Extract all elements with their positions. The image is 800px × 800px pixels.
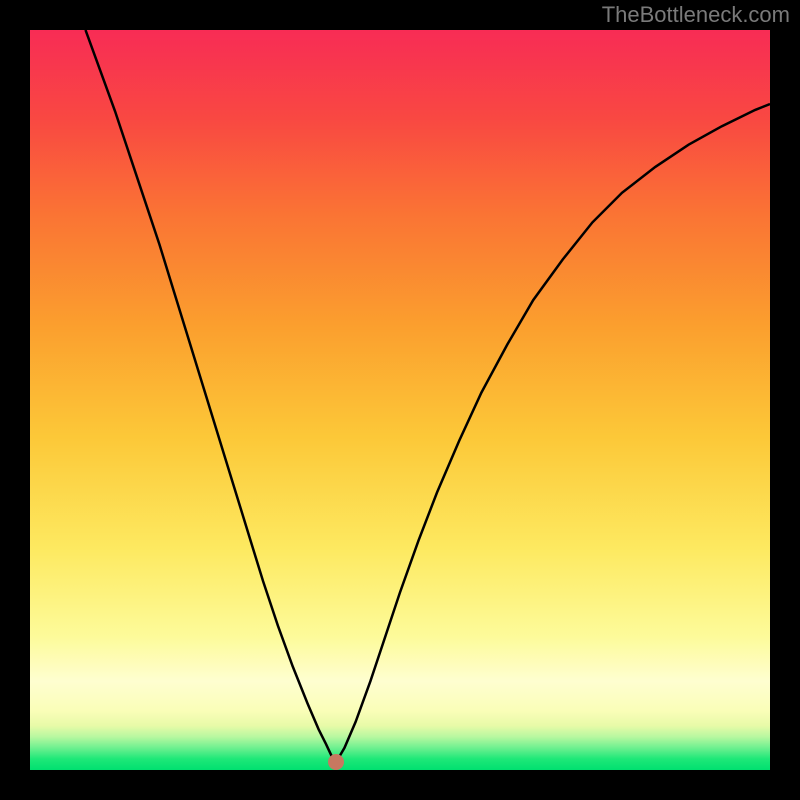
- minimum-marker: [328, 754, 344, 770]
- plot-area: [30, 30, 770, 770]
- bottleneck-curve: [30, 30, 770, 770]
- chart-container: TheBottleneck.com: [0, 0, 800, 800]
- watermark-text: TheBottleneck.com: [602, 2, 790, 28]
